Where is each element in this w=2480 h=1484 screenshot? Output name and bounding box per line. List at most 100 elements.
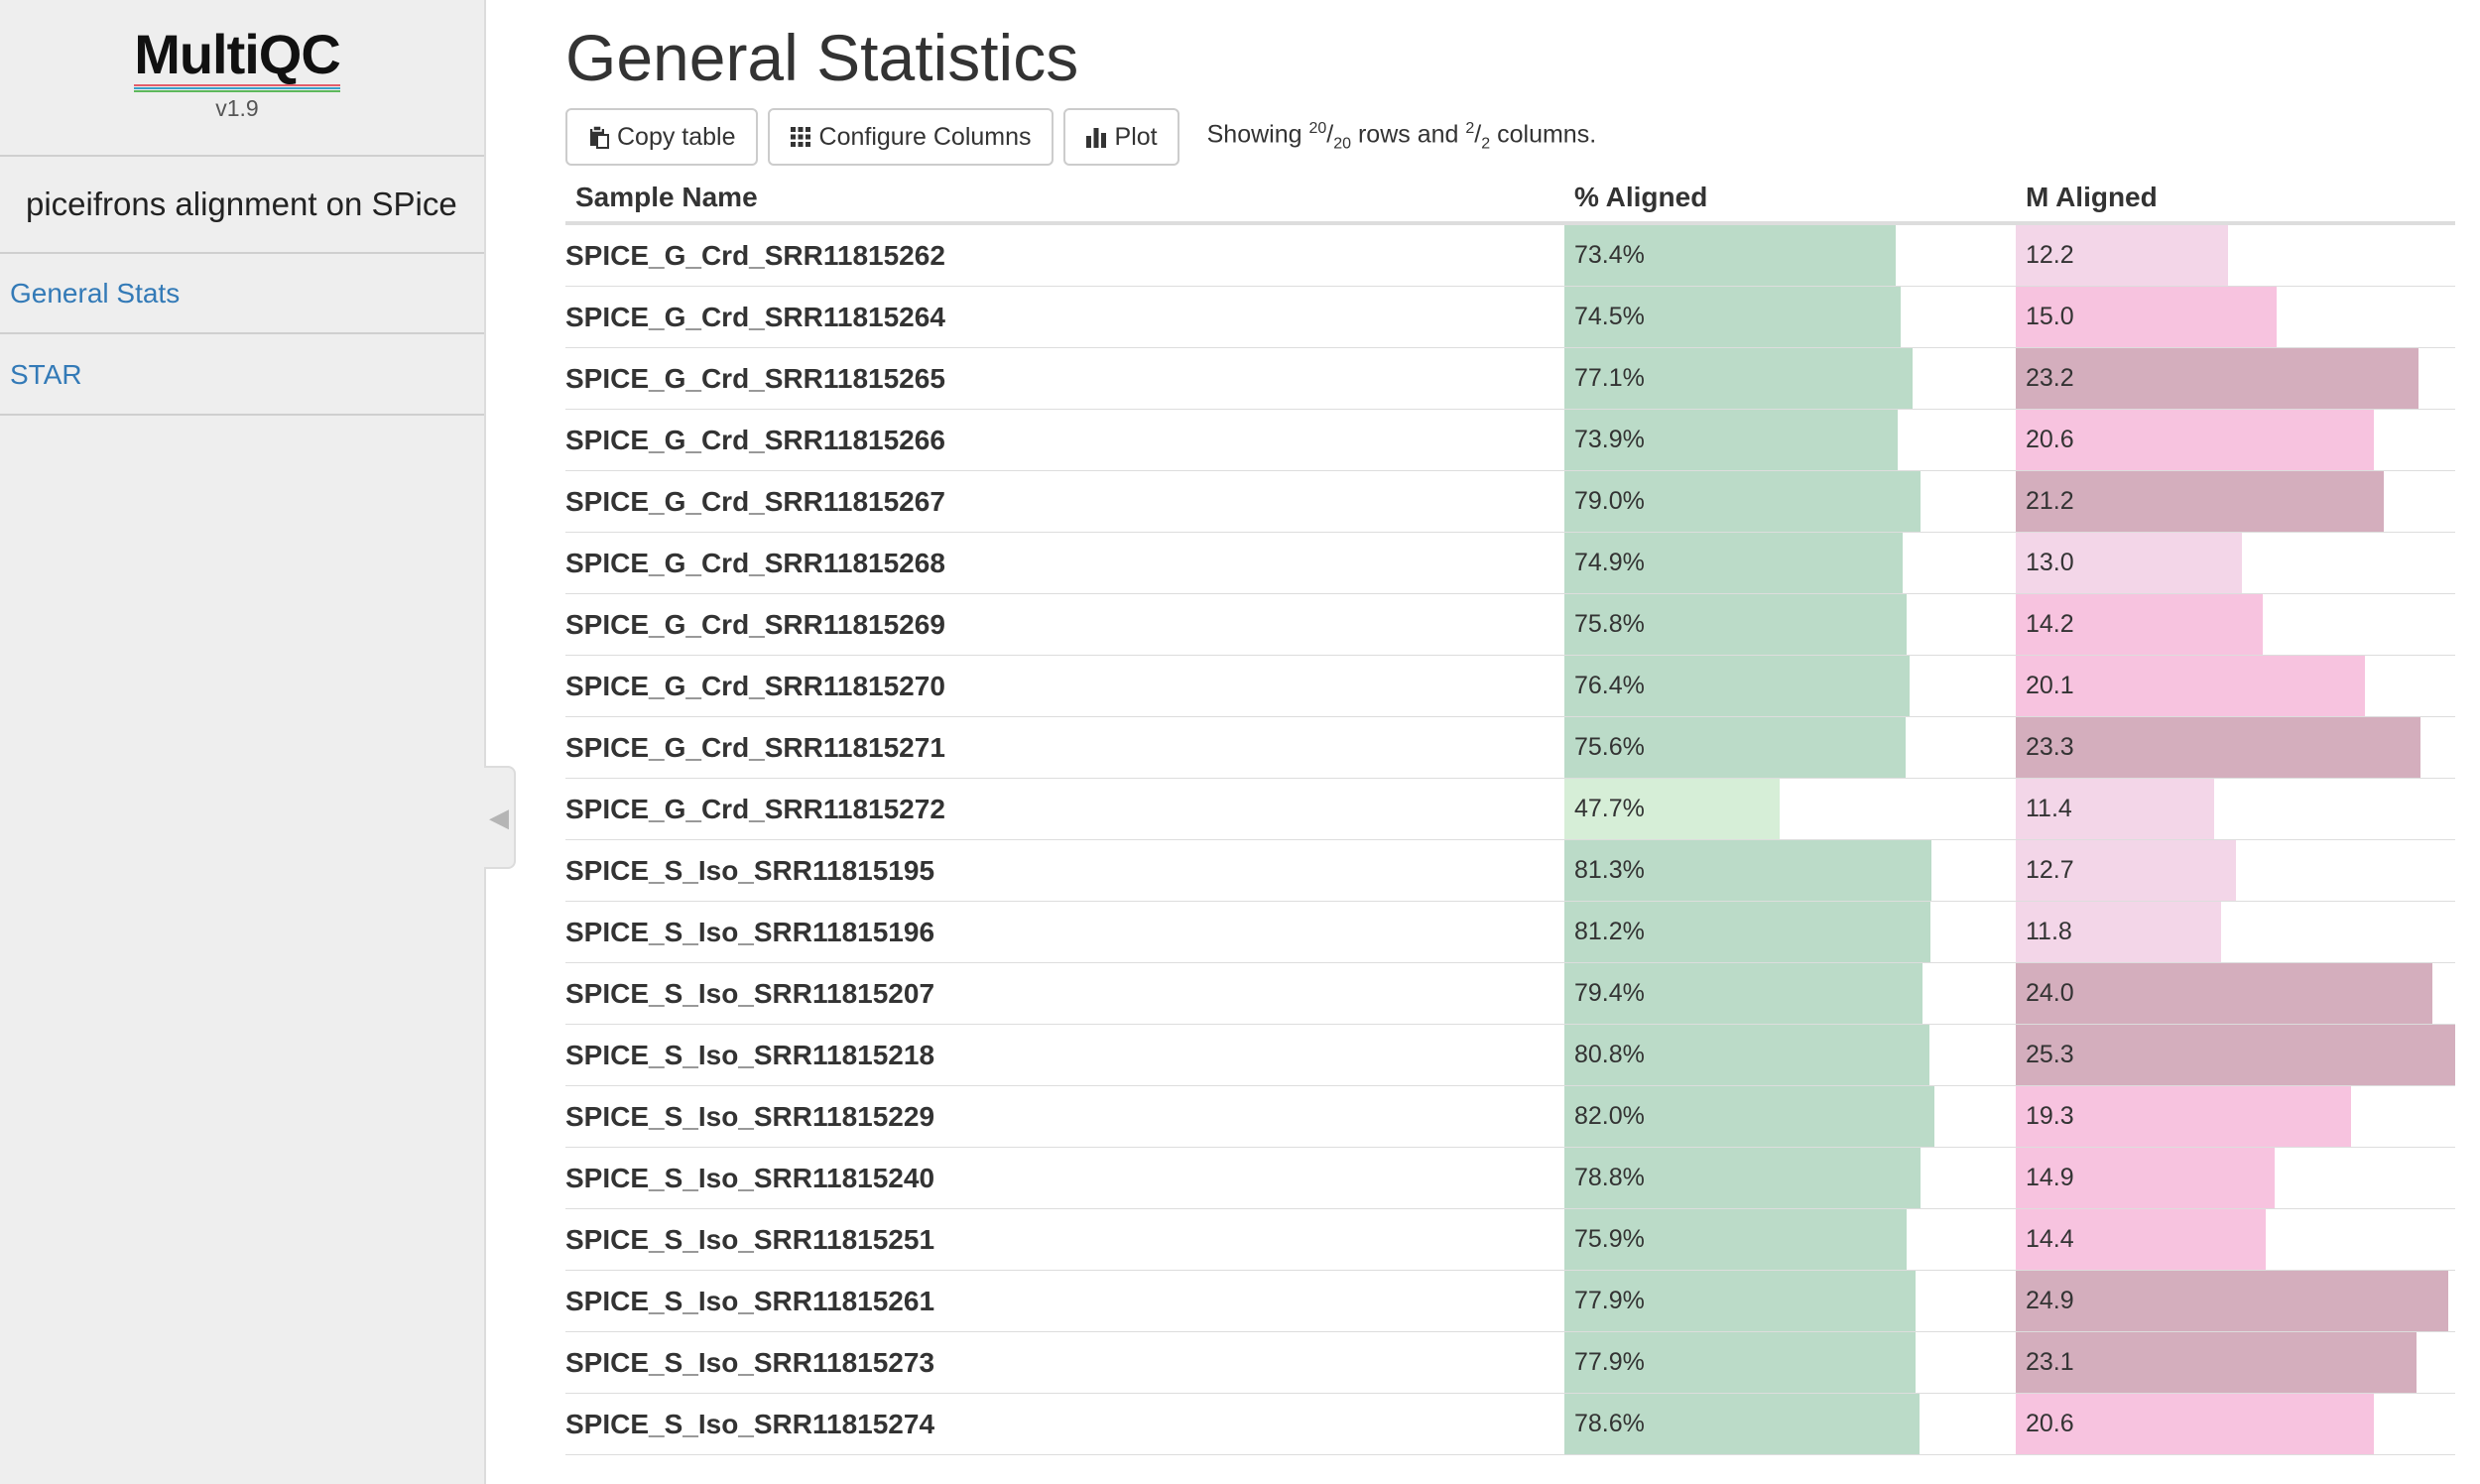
pct-aligned-bar	[1564, 533, 1903, 593]
m-aligned-bar	[2016, 471, 2385, 532]
m-aligned-value: 21.2	[2026, 487, 2074, 515]
configure-columns-button[interactable]: Configure Columns	[767, 108, 1054, 166]
divider	[0, 332, 484, 334]
m-aligned-cell: 13.0	[2016, 532, 2455, 594]
pct-aligned-value: 75.8%	[1574, 610, 1645, 638]
sidebar-collapse-toggle[interactable]: ◀	[484, 766, 516, 869]
m-aligned-cell: 20.6	[2016, 1393, 2455, 1455]
m-aligned-value: 13.0	[2026, 549, 2074, 576]
m-aligned-cell: 11.4	[2016, 778, 2455, 840]
pct-aligned-cell: 77.9%	[1564, 1270, 2016, 1332]
m-aligned-bar	[2016, 902, 2221, 962]
m-aligned-cell: 12.2	[2016, 223, 2455, 287]
table-row: SPICE_G_Crd_SRR11815272 47.7% 11.4	[565, 778, 2455, 840]
sample-name-cell: SPICE_S_Iso_SRR11815207	[565, 962, 1564, 1025]
chevron-left-icon: ◀	[489, 802, 509, 832]
pct-aligned-value: 74.5%	[1574, 303, 1645, 330]
plot-button[interactable]: Plot	[1062, 108, 1179, 166]
pct-aligned-cell: 75.6%	[1564, 716, 2016, 779]
configure-columns-label: Configure Columns	[818, 122, 1032, 151]
copy-table-button[interactable]: Copy table	[565, 108, 758, 166]
pct-aligned-cell: 78.8%	[1564, 1147, 2016, 1209]
table-row: SPICE_G_Crd_SRR11815271 75.6% 23.3	[565, 716, 2455, 779]
m-aligned-value: 14.9	[2026, 1164, 2074, 1191]
m-aligned-cell: 23.2	[2016, 347, 2455, 410]
m-aligned-bar	[2016, 1394, 2374, 1454]
pct-aligned-bar	[1564, 717, 1906, 778]
table-row: SPICE_G_Crd_SRR11815270 76.4% 20.1	[565, 655, 2455, 717]
pct-aligned-value: 77.1%	[1574, 364, 1645, 392]
nav-link-star[interactable]: STAR	[10, 359, 82, 390]
showing-summary: Showing 20/20 rows and 2/2 columns.	[1206, 120, 1597, 153]
multiqc-logo[interactable]: MultiQC v1.9	[0, 24, 474, 122]
pct-aligned-value: 47.7%	[1574, 795, 1645, 822]
pct-aligned-bar	[1564, 1394, 1920, 1454]
table-row: SPICE_G_Crd_SRR11815265 77.1% 23.2	[565, 347, 2455, 410]
m-aligned-value: 12.2	[2026, 241, 2074, 269]
column-header-pct-aligned[interactable]: % Aligned	[1564, 174, 2016, 225]
m-aligned-value: 20.1	[2026, 672, 2074, 699]
table-row: SPICE_S_Iso_SRR11815273 77.9% 23.1	[565, 1331, 2455, 1394]
pct-aligned-bar	[1564, 1209, 1908, 1270]
m-aligned-bar	[2016, 533, 2242, 593]
sample-name-cell: SPICE_G_Crd_SRR11815265	[565, 347, 1564, 410]
nav-link-general-stats[interactable]: General Stats	[10, 278, 181, 309]
pct-aligned-cell: 82.0%	[1564, 1085, 2016, 1148]
pct-aligned-value: 74.9%	[1574, 549, 1645, 576]
sample-name-cell: SPICE_S_Iso_SRR11815251	[565, 1208, 1564, 1271]
m-aligned-value: 23.2	[2026, 364, 2074, 392]
sample-name-cell: SPICE_S_Iso_SRR11815196	[565, 901, 1564, 963]
pct-aligned-bar	[1564, 1086, 1935, 1147]
table-row: SPICE_S_Iso_SRR11815195 81.3% 12.7	[565, 839, 2455, 902]
pct-aligned-cell: 74.9%	[1564, 532, 2016, 594]
pct-aligned-bar	[1564, 779, 1781, 839]
pct-aligned-value: 77.9%	[1574, 1348, 1645, 1376]
sample-name-cell: SPICE_G_Crd_SRR11815269	[565, 593, 1564, 656]
pct-aligned-cell: 77.1%	[1564, 347, 2016, 410]
m-aligned-value: 24.9	[2026, 1287, 2074, 1314]
pct-aligned-value: 82.0%	[1574, 1102, 1645, 1130]
table-row: SPICE_S_Iso_SRR11815218 80.8% 25.3	[565, 1024, 2455, 1086]
pct-aligned-bar	[1564, 471, 1922, 532]
pct-aligned-bar	[1564, 1332, 1917, 1393]
pct-aligned-bar	[1564, 840, 1931, 901]
m-aligned-bar	[2016, 1332, 2418, 1393]
table-row: SPICE_G_Crd_SRR11815267 79.0% 21.2	[565, 470, 2455, 533]
sample-name-cell: SPICE_G_Crd_SRR11815264	[565, 286, 1564, 348]
sample-name-cell: SPICE_S_Iso_SRR11815261	[565, 1270, 1564, 1332]
column-header-m-aligned[interactable]: M Aligned	[2016, 174, 2455, 225]
pct-aligned-value: 78.8%	[1574, 1164, 1645, 1191]
pct-aligned-bar	[1564, 1148, 1921, 1208]
m-aligned-bar	[2016, 225, 2228, 286]
m-aligned-bar	[2016, 779, 2214, 839]
m-aligned-value: 12.7	[2026, 856, 2074, 884]
pct-aligned-cell: 76.4%	[1564, 655, 2016, 717]
m-aligned-bar	[2016, 1086, 2351, 1147]
m-aligned-bar	[2016, 840, 2237, 901]
m-aligned-cell: 14.4	[2016, 1208, 2455, 1271]
m-aligned-cell: 14.2	[2016, 593, 2455, 656]
m-aligned-cell: 21.2	[2016, 470, 2455, 533]
sample-name-cell: SPICE_S_Iso_SRR11815195	[565, 839, 1564, 902]
column-header-sample-name[interactable]: Sample Name	[565, 174, 1564, 225]
divider	[0, 155, 484, 157]
pct-aligned-bar	[1564, 594, 1907, 655]
pct-aligned-cell: 75.9%	[1564, 1208, 2016, 1271]
sample-name-cell: SPICE_S_Iso_SRR11815229	[565, 1085, 1564, 1148]
m-aligned-cell: 25.3	[2016, 1024, 2455, 1086]
table-row: SPICE_S_Iso_SRR11815240 78.8% 14.9	[565, 1147, 2455, 1209]
version-label: v1.9	[215, 95, 259, 121]
bar-chart-icon	[1085, 128, 1106, 148]
m-aligned-bar	[2016, 348, 2419, 409]
pct-aligned-cell: 77.9%	[1564, 1331, 2016, 1394]
m-aligned-cell: 14.9	[2016, 1147, 2455, 1209]
pct-aligned-bar	[1564, 963, 1923, 1024]
m-aligned-value: 25.3	[2026, 1041, 2074, 1068]
sample-name-cell: SPICE_G_Crd_SRR11815268	[565, 532, 1564, 594]
pct-aligned-cell: 73.4%	[1564, 223, 2016, 287]
m-aligned-bar	[2016, 1148, 2275, 1208]
pct-aligned-cell: 47.7%	[1564, 778, 2016, 840]
sample-name-cell: SPICE_G_Crd_SRR11815267	[565, 470, 1564, 533]
pct-aligned-value: 75.6%	[1574, 733, 1645, 761]
table-row: SPICE_G_Crd_SRR11815266 73.9% 20.6	[565, 409, 2455, 471]
